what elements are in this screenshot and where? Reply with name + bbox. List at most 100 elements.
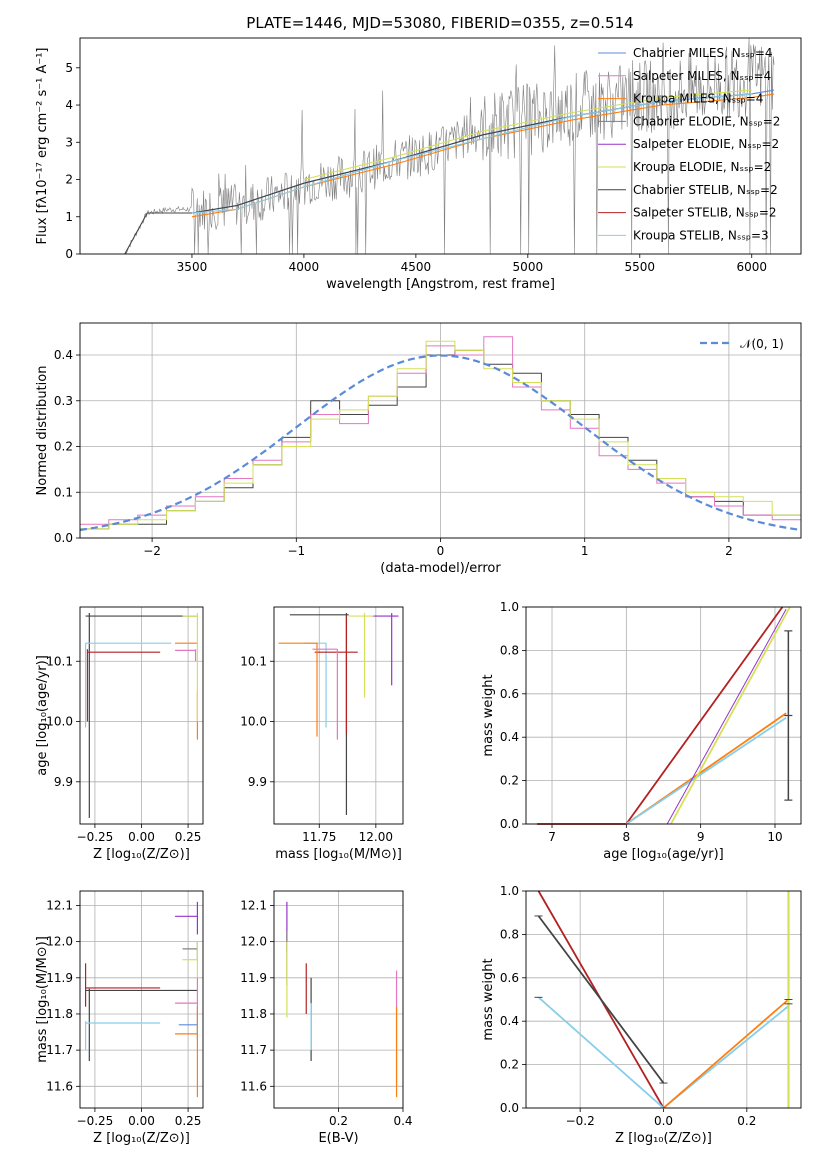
weight_vs_age-ytick-label: 0.0 <box>500 817 519 831</box>
residuals-ytick-label: 0.1 <box>54 485 73 499</box>
mass_vs_ebv-ytick-label: 11.7 <box>240 1043 267 1057</box>
spectrum-xtick-label: 5500 <box>625 260 656 274</box>
model-kroupa_stelib-line <box>191 93 752 214</box>
axes-frame <box>79 37 802 255</box>
weight_vs_age-ytick-label: 1.0 <box>500 600 519 614</box>
age_vs_mass-ytick-label: 10.0 <box>240 715 267 729</box>
mass_vs_Z-ytick-label: 11.7 <box>46 1043 73 1057</box>
age_vs_Z-xtick-label: 0.00 <box>128 830 155 844</box>
age_vs_mass-xtick-label: 12.00 <box>359 830 393 844</box>
axes-frame <box>273 890 404 1109</box>
residuals-ylabel: Normed distribution <box>35 366 50 496</box>
axes-frame <box>79 322 802 539</box>
age_vs_Z-xtick-label: 0.25 <box>175 830 202 844</box>
weight_vs_age-xtick-label: 8 <box>623 830 631 844</box>
mass_vs_Z-panel <box>76 890 204 1112</box>
weight_vs_age-xlabel: age [log₁₀(age/yr)] <box>603 847 724 862</box>
spectrum-ytick-label: 0 <box>65 247 73 261</box>
axes-frame <box>79 606 204 825</box>
mass_vs_Z-xtick-label: −0.25 <box>77 1114 114 1128</box>
weight_vs_age-ytick-label: 0.8 <box>500 643 519 657</box>
mass_vs_ebv-ytick-label: 12.1 <box>240 898 267 912</box>
mass_vs_Z-ytick-label: 11.8 <box>46 1007 73 1021</box>
weight_vs_age-ytick-label: 0.2 <box>500 774 519 788</box>
mass_vs_ebv-ytick-label: 11.9 <box>240 971 267 985</box>
residuals-xlabel: (data-model)/error <box>380 561 501 576</box>
mass_vs_ebv-xtick-label: 0.2 <box>329 1114 348 1128</box>
mass_vs_ebv-xtick-label: 0.4 <box>393 1114 412 1128</box>
weight_vs_age-panel <box>522 606 802 828</box>
age_vs_mass-panel <box>270 606 404 828</box>
age_vs_Z-panel <box>76 606 204 828</box>
weight_vs_Z-ytick-label: 0.8 <box>500 927 519 941</box>
weight-Z-kroupa-miles <box>662 998 790 1109</box>
weight-age-salpeter-stelib <box>537 606 784 825</box>
spectrum-xtick-label: 6000 <box>736 260 767 274</box>
age_vs_Z-ytick-label: 10.0 <box>46 715 73 729</box>
weight_vs_age-ytick-label: 0.6 <box>500 687 519 701</box>
observed-spectrum-line <box>124 37 775 255</box>
weight-age-kroupa-elodie <box>670 606 791 825</box>
weight_vs_age-ytick-label: 0.4 <box>500 730 519 744</box>
weight-age-kroupa-stelib <box>625 716 787 825</box>
mass_vs_Z-ytick-label: 12.0 <box>46 935 73 949</box>
weight-age-salpeter-elodie <box>666 608 787 825</box>
spectrum-ytick-label: 1 <box>65 210 73 224</box>
residuals-xtick-label: 2 <box>725 544 733 558</box>
spectrum-ylabel: Flux [fλ10⁻¹⁷ erg cm⁻² s⁻¹ A⁻¹] <box>35 48 50 245</box>
legend-label-kroupa_stelib: Kroupa STELIB, Nₛₛₚ=3 <box>633 228 769 242</box>
mass_vs_Z-ylabel: mass [log₁₀(M/M⊙)] <box>35 936 50 1063</box>
legend-label-kroupa_miles: Kroupa MILES, Nₛₛₚ=4 <box>633 92 763 106</box>
weight_vs_Z-ytick-label: 0.2 <box>500 1058 519 1072</box>
mass_vs_Z-xlabel: Z [log₁₀(Z/Z⊙)] <box>93 1131 190 1146</box>
mass_vs_ebv-ytick-label: 12.0 <box>240 935 267 949</box>
age_vs_mass-xlabel: mass [log₁₀(M/M⊙)] <box>275 847 402 862</box>
residuals-panel <box>76 322 802 542</box>
axes-frame <box>273 606 404 825</box>
spectrum-xtick-label: 5000 <box>513 260 544 274</box>
spectrum-xlabel: wavelength [Angstrom, rest frame] <box>326 277 555 292</box>
spectrum-ytick-label: 5 <box>65 61 73 75</box>
age_vs_Z-xlabel: Z [log₁₀(Z/Z⊙)] <box>93 847 190 862</box>
legend-label-salpeter_elodie: Salpeter ELODIE, Nₛₛₚ=2 <box>633 137 779 151</box>
weight_vs_Z-xlabel: Z [log₁₀(Z/Z⊙)] <box>615 1131 712 1146</box>
weight_vs_Z-xtick-label: 0.2 <box>737 1114 756 1128</box>
axes-frame <box>79 890 204 1109</box>
legend-label-chabrier_miles: Chabrier MILES, Nₛₛₚ=4 <box>633 46 773 60</box>
residuals-ytick-label: 0.2 <box>54 440 73 454</box>
legend-label-salpeter_stelib: Salpeter STELIB, Nₛₛₚ=2 <box>633 206 777 220</box>
mass_vs_Z-ytick-label: 12.1 <box>46 898 73 912</box>
model-kroupa_elodie-line <box>303 89 752 181</box>
spectrum-ytick-label: 4 <box>65 98 73 112</box>
weight_vs_Z-xtick-label: −0.2 <box>566 1114 595 1128</box>
mass_vs_Z-xtick-label: 0.00 <box>128 1114 155 1128</box>
axes-frame <box>525 606 802 825</box>
legend-label-kroupa_elodie: Kroupa ELODIE, Nₛₛₚ=2 <box>633 160 771 174</box>
mass_vs_Z-ytick-label: 11.9 <box>46 971 73 985</box>
spectrum-ytick-label: 3 <box>65 135 73 149</box>
residuals-xtick-label: 1 <box>581 544 589 558</box>
residuals-ytick-label: 0.4 <box>54 348 73 362</box>
weight_vs_Z-panel <box>522 890 802 1112</box>
weight_vs_Z-ytick-label: 0.0 <box>500 1101 519 1115</box>
weight_vs_Z-ylabel: mass weight <box>481 958 496 1040</box>
legend-gauss-label: 𝒩(0, 1) <box>740 337 784 351</box>
age_vs_mass-ytick-label: 10.1 <box>240 654 267 668</box>
spectrum-xtick-label: 4000 <box>289 260 320 274</box>
residuals-xtick-label: −2 <box>143 544 161 558</box>
mass_vs_Z-ytick-label: 11.6 <box>46 1079 73 1093</box>
residuals-ytick-label: 0.0 <box>54 531 73 545</box>
spectrum-panel <box>76 37 802 258</box>
axes-frame <box>525 890 802 1109</box>
spectrum-xtick-label: 3500 <box>177 260 208 274</box>
gaussian-curve <box>79 354 802 532</box>
age_vs_Z-ytick-label: 10.1 <box>46 654 73 668</box>
weight_vs_age-ylabel: mass weight <box>481 674 496 756</box>
mass_vs_ebv-ytick-label: 11.6 <box>240 1079 267 1093</box>
figure-title: PLATE=1446, MJD=53080, FIBERID=0355, z=0… <box>246 14 633 32</box>
legend-label-chabrier_elodie: Chabrier ELODIE, Nₛₛₚ=2 <box>633 114 780 128</box>
mass_vs_ebv-ytick-label: 11.8 <box>240 1007 267 1021</box>
spectrum-ytick-label: 2 <box>65 173 73 187</box>
histogram-salpeter_miles <box>80 336 801 525</box>
